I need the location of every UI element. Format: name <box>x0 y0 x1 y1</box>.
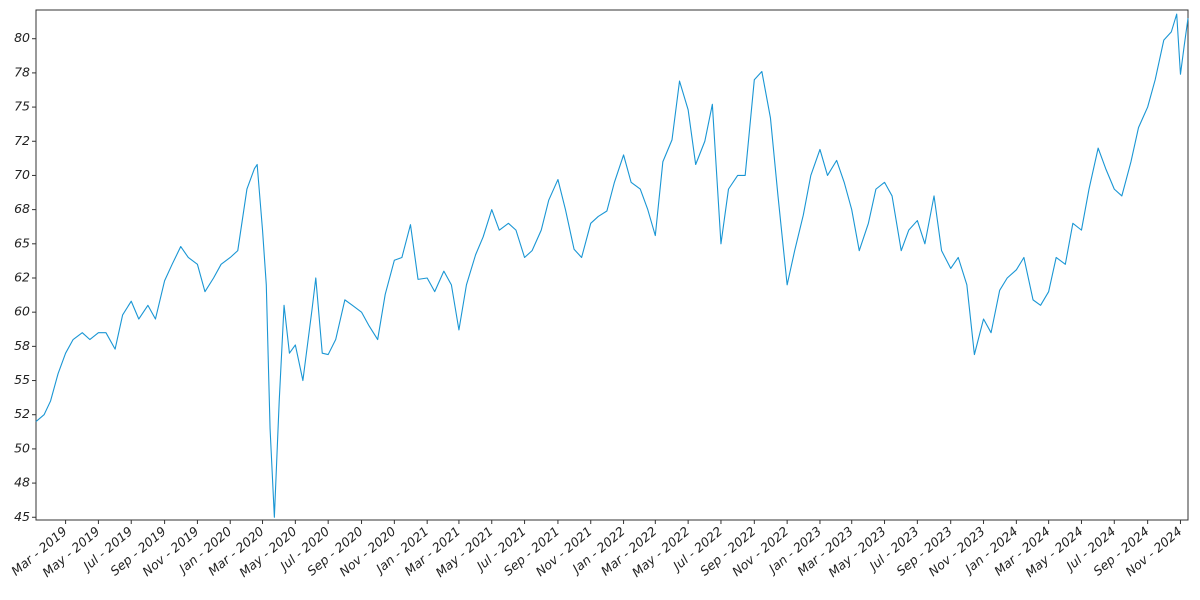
y-tick-label: 65 <box>14 235 30 250</box>
y-tick-label: 72 <box>14 133 30 148</box>
y-tick-label: 48 <box>14 475 30 490</box>
y-tick-label: 45 <box>14 509 30 524</box>
y-tick-label: 62 <box>14 269 30 284</box>
y-tick-label: 70 <box>14 167 30 182</box>
y-tick-label: 60 <box>14 304 30 319</box>
y-tick-label: 55 <box>14 372 30 387</box>
y-tick-label: 52 <box>14 406 30 421</box>
y-tick-label: 58 <box>14 338 30 353</box>
y-tick-label: 80 <box>14 30 30 45</box>
y-tick-label: 50 <box>14 440 30 455</box>
data-line <box>35 13 1189 518</box>
y-tick-label: 68 <box>14 201 30 216</box>
y-tick-label: 75 <box>14 99 30 114</box>
plot-frame <box>35 9 1189 521</box>
y-tick-label: 78 <box>14 64 30 79</box>
